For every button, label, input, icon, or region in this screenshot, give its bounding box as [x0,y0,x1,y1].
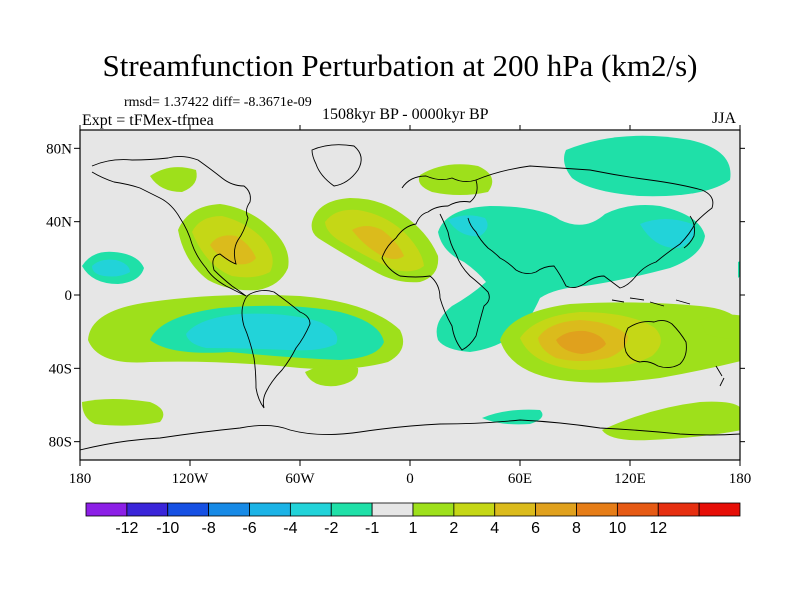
stats-text: rmsd= 1.37422 diff= -8.3671e-09 [124,95,312,110]
coastlines [80,144,740,451]
colorbar-swatch [330,502,373,517]
contour-band-pos4 [556,330,606,354]
contour-band-neg1 [738,261,740,278]
coastline-asia [467,165,714,289]
colorbar-swatch [85,502,128,517]
lat-tick-label: 40S [49,361,72,377]
contour-band-neg1 [436,205,705,352]
lon-tick-label: 120E [614,471,646,487]
coastline-indonesia [611,297,691,307]
contour-band-pos1 [150,167,197,192]
colorbar-label: 8 [572,520,581,537]
colorbar-label: -1 [365,520,379,537]
lon-tick-label: 60W [285,471,315,487]
colorbar-swatch [249,502,291,517]
colorbar-label: 1 [409,520,418,537]
colorbar-swatch [657,502,700,517]
map-axes: 180 120W 60W 0 60E 120E 180 80N 40N 0 40S 80S [46,125,751,487]
coastline-greenland [311,144,362,187]
contour-band-neg2 [92,259,130,277]
contour-band-pos3 [210,235,256,265]
coastline-newzealand [715,365,725,387]
colorbar-label: 10 [608,520,626,537]
period-label: 1508kyr BP - 0000kyr BP [322,106,489,123]
contour-band-pos3 [352,226,404,259]
coastline-japan [683,215,695,249]
colorbar-swatch [208,502,250,517]
colorbar-swatch [535,502,577,517]
lon-tick-label: 180 [69,471,92,487]
lat-tick-label: 40N [46,215,72,231]
contour-band-pos1 [82,399,164,426]
contour-band-neg1 [564,135,731,197]
colorbar-swatch [494,502,537,517]
colorbar-label: 12 [649,520,667,537]
coastline-antarctica [80,419,740,451]
coastline-south-america [241,289,311,409]
lat-tick-label: 80N [46,141,72,157]
colorbar-swatch [412,502,455,517]
coastline-europe-africa [381,175,490,351]
colorbar-label: -6 [242,520,256,537]
colorbar-swatch [167,502,210,517]
coastline-north-america [91,155,251,297]
lat-tick-label: 80S [49,435,72,451]
colorbar: -12 -10 -8 -6 -4 -2 -1 1 2 4 6 8 10 12 [85,502,741,537]
colorbar-swatch [126,502,169,517]
colorbar-label: -2 [324,520,338,537]
contour-band-neg2 [640,219,695,249]
contour-band-neg2 [448,215,488,237]
colorbar-swatch [576,502,618,517]
map-title: Streamfunction Perturbation at 200 hPa (… [102,48,698,83]
contour-band-pos1 [305,364,359,387]
colorbar-swatch [371,502,414,517]
contour-band-pos1 [700,314,740,339]
contour-fills [82,135,740,441]
colorbar-swatch [698,502,741,517]
colorbar-label: 2 [449,520,458,537]
colorbar-label: -10 [156,520,179,537]
lon-tick-label: 0 [406,471,414,487]
season-label: JJA [712,110,737,127]
contour-band-neg2 [186,313,338,351]
colorbar-label: -12 [115,520,138,537]
experiment-label: Expt = tFMex-tfmea [82,112,214,129]
lon-tick-label: 60E [508,471,532,487]
colorbar-swatch [616,502,659,517]
colorbar-label: -4 [283,520,297,537]
colorbar-label: 6 [531,520,540,537]
lon-tick-label: 180 [729,471,752,487]
coastline-australia [623,319,687,369]
lon-tick-label: 120W [172,471,210,487]
lat-tick-label: 0 [65,288,73,304]
colorbar-label: 4 [490,520,499,537]
colorbar-swatch [453,502,496,517]
colorbar-swatch [289,502,332,517]
colorbar-label: -8 [202,520,216,537]
